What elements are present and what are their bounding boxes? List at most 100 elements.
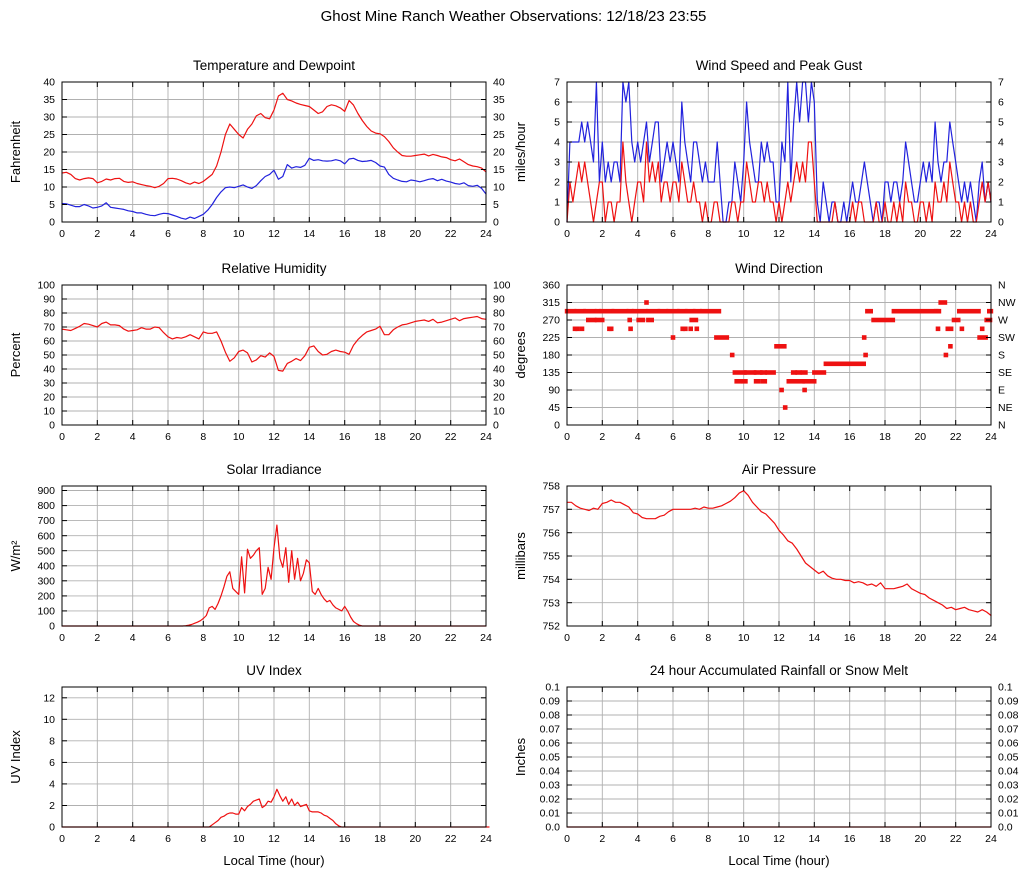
svg-text:18: 18 [374, 632, 386, 644]
svg-text:0.09: 0.09 [540, 696, 561, 708]
svg-text:180: 180 [542, 350, 560, 362]
svg-text:12: 12 [268, 228, 280, 240]
svg-text:W: W [998, 315, 1008, 327]
svg-text:2: 2 [998, 177, 1004, 189]
svg-text:22: 22 [950, 833, 962, 845]
svg-text:4: 4 [998, 137, 1004, 149]
svg-text:6: 6 [670, 833, 676, 845]
svg-text:0: 0 [59, 431, 65, 443]
svg-text:60: 60 [43, 336, 55, 348]
svg-text:0.05: 0.05 [998, 752, 1019, 764]
rainfall-plot: 0 2 4 6 8 10 12 14 16 18 20 22 240.0 0.00.01 0.010.02 0… [513, 682, 1019, 868]
svg-text:0.09: 0.09 [998, 696, 1019, 708]
svg-text:0.02: 0.02 [998, 794, 1019, 806]
svg-text:16: 16 [339, 833, 351, 845]
svg-text:12: 12 [43, 692, 55, 704]
svg-text:7: 7 [998, 77, 1004, 89]
chart-title: UV Index [246, 663, 302, 678]
svg-text:600: 600 [37, 530, 55, 542]
svg-text:100: 100 [37, 606, 55, 618]
svg-text:2: 2 [94, 632, 100, 644]
svg-text:0.0: 0.0 [998, 822, 1013, 834]
svg-text:4: 4 [130, 431, 136, 443]
svg-text:2: 2 [94, 431, 100, 443]
svg-text:14: 14 [808, 833, 820, 845]
svg-text:4: 4 [635, 228, 641, 240]
svg-text:0: 0 [49, 822, 55, 834]
svg-text:8: 8 [705, 632, 711, 644]
svg-text:25: 25 [493, 129, 505, 141]
svg-text:753: 753 [542, 597, 560, 609]
chart-title: Wind Direction [735, 261, 823, 276]
svg-text:0: 0 [564, 833, 570, 845]
svg-text:16: 16 [339, 431, 351, 443]
svg-text:10: 10 [493, 182, 505, 194]
svg-text:360: 360 [542, 280, 560, 292]
solar-irradiance-plot: 0 2 4 6 8 10 12 14 16 18 20 22 240100200300400500600… [8, 485, 492, 644]
svg-text:12: 12 [773, 632, 785, 644]
svg-text:3: 3 [554, 157, 560, 169]
svg-text:90: 90 [493, 294, 505, 306]
svg-text:0.01: 0.01 [540, 808, 561, 820]
svg-text:18: 18 [879, 228, 891, 240]
svg-text:0: 0 [493, 217, 499, 229]
svg-text:0.1: 0.1 [998, 682, 1013, 694]
svg-text:10: 10 [43, 406, 55, 418]
svg-text:900: 900 [37, 485, 55, 497]
chart-title: Relative Humidity [221, 261, 327, 276]
chart-wind-direction: Wind Direction 0 2 4 6 8 10 12 14 16 18 20 22 24 0 N 45… [505, 261, 1027, 447]
svg-text:10: 10 [233, 431, 245, 443]
svg-text:0: 0 [59, 632, 65, 644]
svg-text:12: 12 [773, 431, 785, 443]
svg-text:700: 700 [37, 515, 55, 527]
svg-text:20: 20 [409, 228, 421, 240]
svg-text:14: 14 [303, 632, 315, 644]
svg-text:15: 15 [43, 164, 55, 176]
svg-text:10: 10 [493, 406, 505, 418]
svg-text:50: 50 [493, 350, 505, 362]
svg-text:18: 18 [374, 228, 386, 240]
svg-text:18: 18 [374, 431, 386, 443]
svg-text:0.01: 0.01 [998, 808, 1019, 820]
svg-text:18: 18 [879, 632, 891, 644]
svg-text:Local Time (hour): Local Time (hour) [728, 853, 829, 868]
svg-text:miles/hour: miles/hour [513, 121, 528, 182]
svg-text:2: 2 [599, 632, 605, 644]
svg-text:35: 35 [43, 94, 55, 106]
svg-text:0: 0 [998, 217, 1004, 229]
svg-text:315: 315 [542, 297, 560, 309]
svg-text:5: 5 [554, 117, 560, 129]
svg-text:16: 16 [339, 632, 351, 644]
svg-text:1: 1 [554, 197, 560, 209]
svg-text:0: 0 [59, 228, 65, 240]
svg-text:8: 8 [200, 632, 206, 644]
chart-solar-irradiance: Solar Irradiance 0 2 4 6 8 10 12 14 16 18 20 22 24 0 1… [0, 462, 505, 648]
svg-text:20: 20 [409, 833, 421, 845]
svg-text:16: 16 [844, 833, 856, 845]
svg-text:22: 22 [950, 228, 962, 240]
svg-text:18: 18 [879, 431, 891, 443]
svg-text:0.07: 0.07 [998, 724, 1019, 736]
svg-text:5: 5 [49, 199, 55, 211]
svg-text:4: 4 [130, 632, 136, 644]
page-title: Ghost Mine Ranch Weather Observations: 1… [320, 8, 707, 25]
svg-text:400: 400 [37, 560, 55, 572]
svg-text:20: 20 [914, 431, 926, 443]
svg-text:12: 12 [773, 833, 785, 845]
svg-text:20: 20 [409, 431, 421, 443]
svg-text:14: 14 [808, 431, 820, 443]
svg-text:80: 80 [493, 308, 505, 320]
svg-text:Percent: Percent [8, 332, 23, 377]
svg-text:200: 200 [37, 591, 55, 603]
svg-text:20: 20 [43, 392, 55, 404]
svg-text:N: N [998, 280, 1006, 292]
svg-text:12: 12 [268, 431, 280, 443]
chart-wind-speed-gust: Wind Speed and Peak Gust 0 2 4 6 8 10 12 14 16 18… [505, 58, 1027, 244]
svg-text:UV Index: UV Index [8, 730, 23, 784]
svg-text:20: 20 [43, 147, 55, 159]
svg-text:2: 2 [599, 833, 605, 845]
svg-text:40: 40 [43, 364, 55, 376]
chart-title: Temperature and Dewpoint [192, 58, 356, 73]
svg-text:300: 300 [37, 575, 55, 587]
svg-text:22: 22 [445, 431, 457, 443]
